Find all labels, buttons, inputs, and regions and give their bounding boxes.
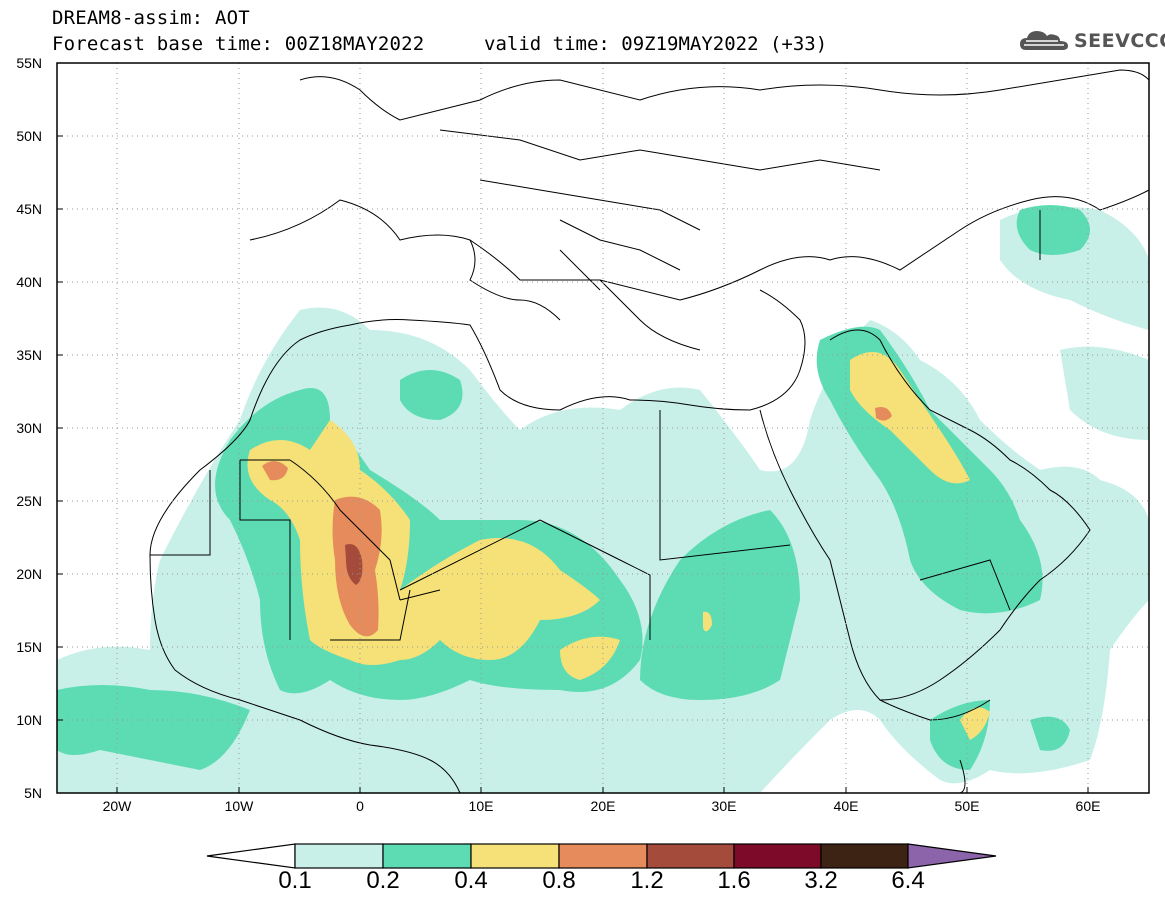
map-title: DREAM8-assim: AOT xyxy=(52,7,250,29)
lat-label: 5N xyxy=(24,785,42,801)
lat-label: 35N xyxy=(16,347,42,363)
lat-label: 55N xyxy=(16,55,42,71)
colorbar-label: 1.6 xyxy=(717,867,751,894)
colorbar-bin-1 xyxy=(294,843,384,869)
axis-ticks xyxy=(57,62,1089,793)
lat-lon-grid xyxy=(57,63,1149,793)
lon-label: 0 xyxy=(356,798,364,814)
coastlines-borders xyxy=(149,69,1149,793)
aot-level-0.4 xyxy=(247,352,990,740)
valid-time: valid time: 09Z19MAY2022 (+33) xyxy=(484,33,828,55)
lon-label: 20W xyxy=(102,798,132,814)
aot-shading xyxy=(57,205,1149,793)
lat-label: 45N xyxy=(16,201,42,217)
lat-label: 20N xyxy=(16,566,42,582)
aot-level-1.2 xyxy=(345,544,363,585)
colorbar-label: 0.1 xyxy=(278,867,312,894)
lat-label: 10N xyxy=(16,712,42,728)
colorbar-label: 0.2 xyxy=(366,867,400,894)
logo-text: SEEVCCC xyxy=(1074,30,1165,52)
colorbar-label: 1.2 xyxy=(630,867,664,894)
forecast-base-time: Forecast base time: 00Z18MAY2022 xyxy=(52,33,425,55)
colorbar xyxy=(206,843,997,869)
lat-label: 15N xyxy=(16,639,42,655)
lon-label: 10E xyxy=(468,798,494,814)
colorbar-over xyxy=(907,843,997,869)
lon-label: 30E xyxy=(711,798,737,814)
colorbar-label: 6.4 xyxy=(891,867,925,894)
lon-label: 50E xyxy=(954,798,980,814)
colorbar-bin-3 xyxy=(470,843,560,869)
colorbar-bin-5 xyxy=(646,843,735,869)
colorbar-bin-4 xyxy=(558,843,648,869)
lat-label: 30N xyxy=(16,420,42,436)
lon-label: 20E xyxy=(590,798,616,814)
lon-label: 10W xyxy=(224,798,254,814)
lon-label: 40E xyxy=(833,798,859,814)
lat-label: 25N xyxy=(16,493,42,509)
colorbar-bin-7 xyxy=(820,843,909,869)
colorbar-bin-2 xyxy=(382,843,472,869)
colorbar-label: 0.4 xyxy=(454,867,488,894)
colorbar-label: 0.8 xyxy=(542,867,576,894)
colorbar-under xyxy=(206,843,296,869)
seevccc-logo: SEEVCCC xyxy=(1018,26,1165,56)
cloud-icon xyxy=(1020,31,1068,50)
lon-label: 60E xyxy=(1075,798,1101,814)
colorbar-label: 3.2 xyxy=(804,867,838,894)
lat-label: 50N xyxy=(16,128,42,144)
colorbar-bin-6 xyxy=(733,843,822,869)
lat-label: 40N xyxy=(16,274,42,290)
